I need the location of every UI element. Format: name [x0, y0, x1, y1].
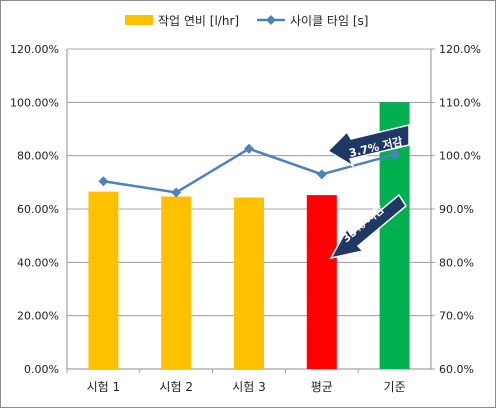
plot-area: 0.00% 20.00% 40.00% 60.00% 80.00% 100.00% 120.…: [10, 43, 481, 394]
y-right-tick-label: 80.0%: [439, 256, 474, 269]
y-left-tick-label: 40.00%: [17, 256, 59, 269]
legend-swatch-fuel: [125, 15, 153, 25]
y-left-tick-label: 20.00%: [17, 310, 59, 323]
y-right-tick-label: 90.0%: [439, 203, 474, 216]
y-right-tick-label: 100.0%: [439, 150, 481, 163]
bar: [161, 196, 191, 369]
legend-label-cycle: 사이클 타임 [s]: [290, 14, 368, 28]
y-left-tick-label: 60.00%: [17, 203, 59, 216]
x-tick-label: 평균: [311, 380, 333, 394]
x-tick-label: 기준: [384, 380, 406, 394]
x-tick-label: 시험 2: [159, 380, 193, 394]
y-left-tick-label: 100.00%: [10, 96, 59, 109]
y-left-tick-label: 80.00%: [17, 150, 59, 163]
y-left-tick-label: 120.00%: [10, 43, 59, 56]
y-right-tick-label: 70.0%: [439, 310, 474, 323]
line-point: [317, 169, 327, 179]
y-right-tick-label: 120.0%: [439, 43, 481, 56]
line-point: [98, 176, 108, 186]
legend-label-fuel: 작업 연비 [l/hr]: [158, 14, 239, 28]
x-tick-label: 시험 1: [87, 380, 121, 394]
bar: [234, 198, 264, 369]
legend-marker-cycle: [266, 15, 276, 25]
legend: 작업 연비 [l/hr] 사이클 타임 [s]: [125, 14, 368, 28]
y-left-tick-label: 0.00%: [24, 363, 59, 376]
bar: [307, 195, 337, 369]
y-right-tick-label: 110.0%: [439, 96, 481, 109]
x-tick-label: 시험 3: [232, 380, 266, 394]
bar: [88, 192, 118, 369]
y-right-tick-label: 60.0%: [439, 363, 474, 376]
